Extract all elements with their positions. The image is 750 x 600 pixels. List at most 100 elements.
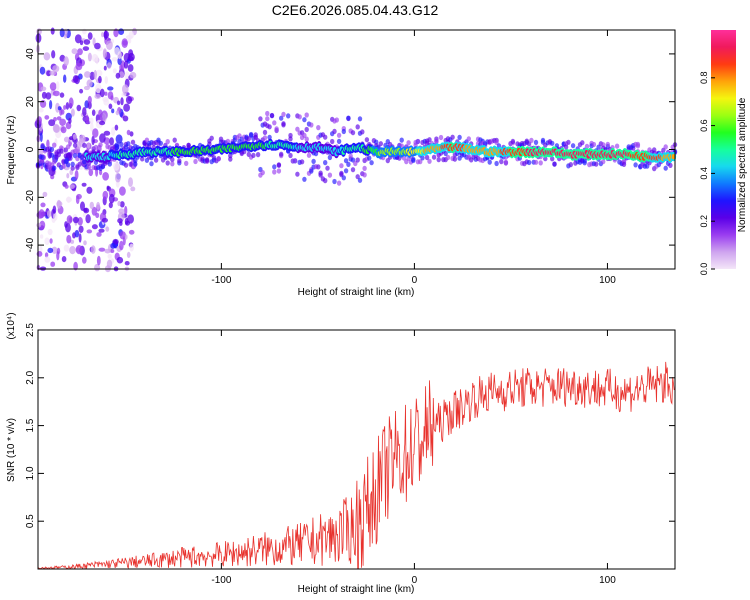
spectrogram-cell <box>295 171 300 177</box>
spectrogram-cell <box>248 131 254 138</box>
spectrogram-cell <box>61 163 66 169</box>
spectrogram-cell <box>431 154 437 160</box>
spectrogram-cell <box>343 168 349 174</box>
spectrogram-cell <box>420 155 425 161</box>
spectrogram-cell <box>109 137 114 146</box>
spectrogram-cell <box>113 28 119 38</box>
spectrogram-cell <box>262 135 268 141</box>
spectrogram-cell <box>316 164 321 170</box>
spectrogram-cell <box>288 136 293 142</box>
spectrogram-cell <box>82 142 87 148</box>
spectrogram-cell <box>56 247 61 255</box>
spectrogram-cell <box>170 156 175 163</box>
spectrogram-cell <box>127 56 134 61</box>
spectrogram-cell <box>304 136 309 142</box>
spectrogram-cell <box>124 234 128 240</box>
spectrogram-cell <box>184 160 189 166</box>
spectrogram-cell <box>38 107 44 113</box>
spectrogram-cell <box>44 252 49 258</box>
spectrogram-cell <box>68 97 74 108</box>
spectrogram-cell <box>75 195 80 205</box>
spectrogram-cell <box>77 217 83 226</box>
spectrogram-cell <box>42 191 48 198</box>
spectrogram-axis-ticks: -100 0 100 -40 -20 0 20 40 <box>25 30 675 286</box>
spectrogram-cell <box>36 116 42 125</box>
spectrogram-cell <box>63 56 69 67</box>
spectrogram-cell <box>65 144 71 150</box>
spectrogram-cell <box>267 124 272 130</box>
spectrogram-cell <box>90 245 96 254</box>
spectrogram-cell <box>309 168 314 174</box>
spectrogram-cell <box>53 212 58 221</box>
spectrogram-cell <box>130 139 136 145</box>
spectrogram-cell <box>276 168 282 174</box>
spectrogram-cell <box>52 165 57 171</box>
spectrogram-cell <box>40 86 47 92</box>
spectrogram-cell <box>570 143 576 149</box>
spectrogram-cell <box>327 154 333 161</box>
spectrogram-cell <box>529 137 534 143</box>
spectrogram-cell <box>105 226 110 232</box>
spectrogram-cell <box>52 159 57 165</box>
spectrogram-cell <box>52 90 60 97</box>
spectrogram-cell <box>107 62 112 69</box>
spectrogram-cell <box>63 105 67 110</box>
colorbar-label: Normalized spectral amplitude <box>737 97 748 232</box>
y-tick-label: 0 <box>25 146 36 152</box>
spectrogram-cell <box>72 75 79 83</box>
spectrogram-cell <box>91 135 95 146</box>
spectrogram-cell <box>83 240 87 246</box>
spectrogram-cell <box>41 91 47 99</box>
spectrogram-cell <box>434 138 439 144</box>
spectrogram-cell <box>69 246 76 255</box>
spectrogram-cell <box>68 155 73 161</box>
spectrogram-cell <box>77 161 82 167</box>
spectrogram-cell <box>87 52 92 62</box>
spectrogram-cell <box>64 184 69 189</box>
spectrogram-cell <box>65 223 71 233</box>
spectrogram-cell <box>297 114 302 120</box>
spectrogram-cell <box>98 228 105 233</box>
spectrogram-cell <box>106 40 113 50</box>
spectrogram-cell <box>102 48 107 58</box>
spectrogram-cell <box>125 35 133 40</box>
y-tick-label: -40 <box>25 237 36 252</box>
spectrogram-cell <box>65 162 71 168</box>
spectrogram-cell <box>346 161 351 167</box>
spectrogram-cell <box>279 151 284 157</box>
spectrogram-cell <box>110 95 114 101</box>
spectrogram-cell <box>364 137 370 143</box>
spectrogram-cell <box>40 154 45 160</box>
x-tick-label: 0 <box>412 575 418 586</box>
spectrogram-cell <box>94 94 101 99</box>
snr-xlabel: Height of straight line (km) <box>298 584 415 595</box>
spectrogram-cell <box>302 132 307 138</box>
spectrogram-cell <box>52 205 57 214</box>
spectrogram-cell <box>580 140 585 146</box>
spectrogram-cell <box>87 95 92 104</box>
spectrogram-cell <box>119 240 124 251</box>
spectrogram-cell <box>77 48 83 56</box>
spectrogram-cell <box>50 27 55 35</box>
spectrogram-cell <box>325 165 330 171</box>
spectrogram-cell <box>281 121 286 127</box>
spectrogram-cell <box>46 139 50 148</box>
spectrogram-cell <box>272 120 277 126</box>
spectrogram-cell <box>129 131 134 137</box>
spectrogram-cell <box>276 162 282 168</box>
spectrogram-cell <box>550 156 555 162</box>
spectrogram-cell <box>82 107 87 117</box>
spectrogram-cell <box>262 129 268 135</box>
spectrogram-cell <box>56 81 60 91</box>
spectrogram-cell <box>110 249 115 253</box>
spectrogram-cell <box>436 157 441 163</box>
spectrogram-cell <box>103 30 108 41</box>
spectrogram-cell <box>332 178 337 185</box>
spectrogram-cell <box>103 65 107 71</box>
spectrogram-cell <box>327 172 333 178</box>
spectrogram-cell <box>93 144 99 150</box>
spectrogram-cell <box>584 143 590 149</box>
colorbar-tick-label: 0.6 <box>699 119 709 132</box>
spectrogram-cell <box>96 255 101 266</box>
y-tick-label: 2.0 <box>25 370 36 384</box>
